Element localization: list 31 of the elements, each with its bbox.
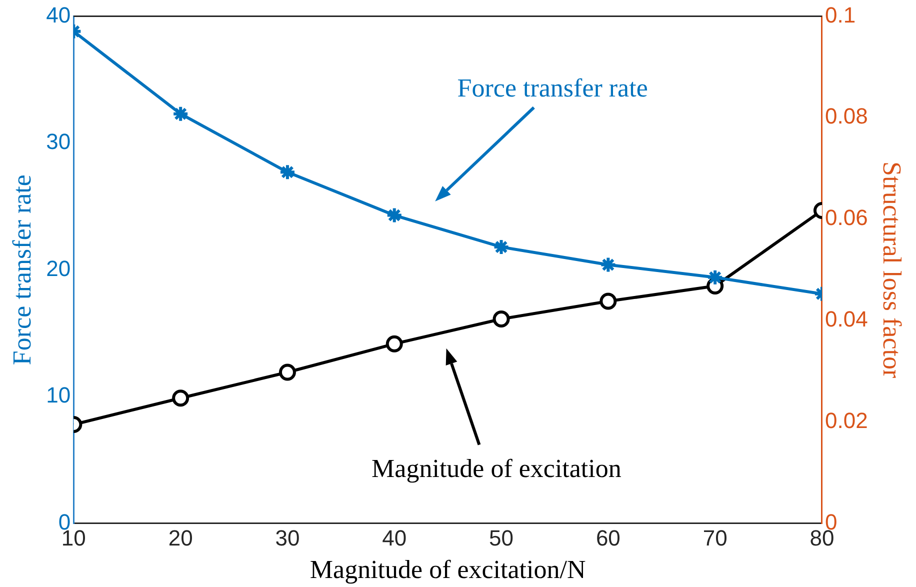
point	[492, 238, 510, 256]
y2-tick-label: 0.02	[824, 408, 868, 434]
y2-tick-label: 0.1	[824, 2, 856, 28]
x-axis-title: Magnitude of excitation/N	[310, 555, 586, 584]
y2-tick-label: 0.04	[824, 306, 868, 332]
point	[386, 206, 403, 224]
point	[172, 390, 190, 407]
point	[172, 105, 190, 122]
y-axis-title: Force transfer rate	[7, 174, 36, 366]
y-tick-label: 40	[46, 2, 71, 28]
x-tick-label: 20	[168, 526, 193, 551]
point	[278, 364, 296, 381]
y2-tick-label: 0.06	[824, 205, 868, 230]
point	[278, 164, 296, 181]
x-tick-label: 30	[275, 526, 300, 551]
text: Magnitude of excitation	[372, 454, 622, 483]
point	[600, 256, 617, 274]
point	[492, 310, 510, 328]
point	[600, 292, 617, 310]
x-tick-label: 70	[702, 526, 728, 551]
y2-tick-label: 0.08	[824, 104, 868, 129]
y2-axis-title: Structural loss factor	[878, 161, 907, 378]
x-tick-label: 50	[489, 526, 514, 551]
x-tick-label: 40	[382, 526, 407, 551]
y-tick-label: 20	[46, 256, 71, 281]
y-tick-label: 30	[46, 129, 71, 154]
text: Force transfer rate	[457, 74, 648, 103]
point	[706, 268, 724, 286]
point	[386, 335, 403, 352]
x-tick-label: 60	[596, 526, 620, 551]
y-tick-label: 10	[46, 382, 71, 408]
